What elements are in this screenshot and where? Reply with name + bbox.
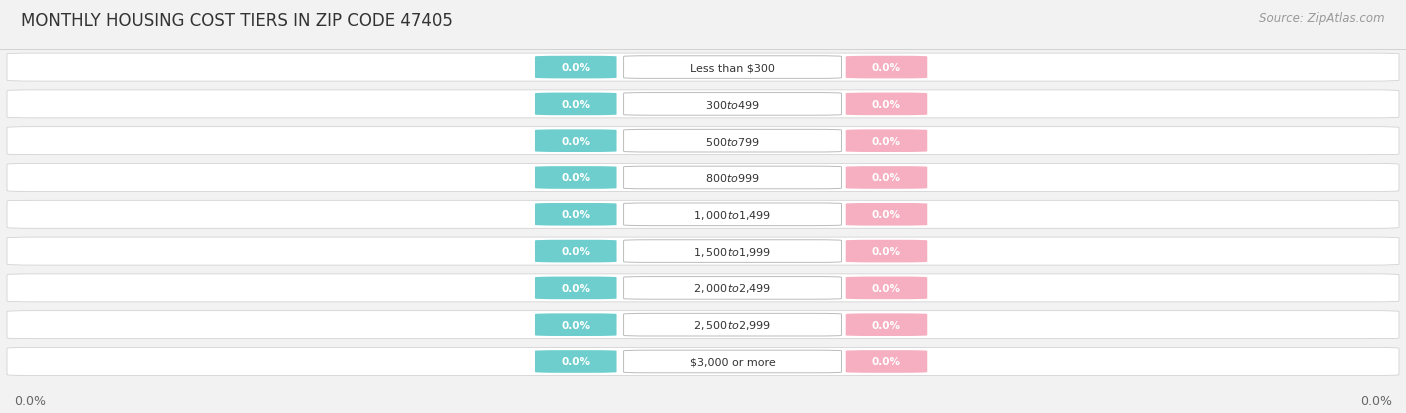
FancyBboxPatch shape [7, 164, 1399, 192]
FancyBboxPatch shape [536, 240, 616, 263]
FancyBboxPatch shape [536, 93, 616, 116]
Text: 0.0%: 0.0% [872, 283, 901, 293]
Text: 0.0%: 0.0% [561, 173, 591, 183]
Text: 0.0%: 0.0% [561, 356, 591, 367]
Text: 0.0%: 0.0% [872, 320, 901, 330]
FancyBboxPatch shape [624, 240, 842, 263]
FancyBboxPatch shape [846, 277, 928, 299]
Text: 0.0%: 0.0% [872, 247, 901, 256]
Text: 0.0%: 0.0% [872, 210, 901, 220]
FancyBboxPatch shape [7, 237, 1399, 266]
FancyBboxPatch shape [536, 350, 616, 373]
Text: $2,500 to $2,999: $2,500 to $2,999 [693, 318, 772, 331]
FancyBboxPatch shape [624, 277, 842, 299]
FancyBboxPatch shape [7, 91, 1399, 119]
Text: 0.0%: 0.0% [1360, 394, 1392, 407]
FancyBboxPatch shape [846, 167, 928, 189]
FancyBboxPatch shape [536, 57, 616, 79]
FancyBboxPatch shape [624, 350, 842, 373]
Text: MONTHLY HOUSING COST TIERS IN ZIP CODE 47405: MONTHLY HOUSING COST TIERS IN ZIP CODE 4… [21, 12, 453, 30]
Text: 0.0%: 0.0% [14, 394, 46, 407]
FancyBboxPatch shape [536, 167, 616, 189]
FancyBboxPatch shape [7, 127, 1399, 155]
FancyBboxPatch shape [846, 130, 928, 153]
Text: 0.0%: 0.0% [872, 136, 901, 146]
Text: $1,500 to $1,999: $1,500 to $1,999 [693, 245, 772, 258]
FancyBboxPatch shape [624, 130, 842, 153]
Text: 0.0%: 0.0% [872, 63, 901, 73]
FancyBboxPatch shape [846, 93, 928, 116]
Text: $300 to $499: $300 to $499 [704, 99, 761, 111]
FancyBboxPatch shape [536, 130, 616, 153]
Text: 0.0%: 0.0% [561, 320, 591, 330]
FancyBboxPatch shape [7, 348, 1399, 375]
FancyBboxPatch shape [846, 57, 928, 79]
Text: Less than $300: Less than $300 [690, 63, 775, 73]
Text: Source: ZipAtlas.com: Source: ZipAtlas.com [1260, 12, 1385, 25]
Text: 0.0%: 0.0% [872, 100, 901, 109]
FancyBboxPatch shape [846, 240, 928, 263]
Text: $1,000 to $1,499: $1,000 to $1,499 [693, 208, 772, 221]
FancyBboxPatch shape [624, 57, 842, 79]
Text: 0.0%: 0.0% [561, 247, 591, 256]
Text: $2,000 to $2,499: $2,000 to $2,499 [693, 282, 772, 294]
Text: 0.0%: 0.0% [872, 356, 901, 367]
FancyBboxPatch shape [7, 274, 1399, 302]
Text: 0.0%: 0.0% [872, 173, 901, 183]
Text: $500 to $799: $500 to $799 [704, 135, 761, 147]
FancyBboxPatch shape [846, 313, 928, 336]
FancyBboxPatch shape [624, 204, 842, 226]
Text: $3,000 or more: $3,000 or more [690, 356, 775, 367]
FancyBboxPatch shape [846, 204, 928, 226]
FancyBboxPatch shape [7, 54, 1399, 82]
Text: 0.0%: 0.0% [561, 63, 591, 73]
FancyBboxPatch shape [7, 201, 1399, 229]
FancyBboxPatch shape [7, 311, 1399, 339]
Text: 0.0%: 0.0% [561, 283, 591, 293]
FancyBboxPatch shape [536, 204, 616, 226]
FancyBboxPatch shape [536, 313, 616, 336]
Text: $800 to $999: $800 to $999 [704, 172, 761, 184]
FancyBboxPatch shape [846, 350, 928, 373]
Text: 0.0%: 0.0% [561, 210, 591, 220]
FancyBboxPatch shape [624, 93, 842, 116]
FancyBboxPatch shape [536, 277, 616, 299]
FancyBboxPatch shape [624, 313, 842, 336]
Text: 0.0%: 0.0% [561, 136, 591, 146]
FancyBboxPatch shape [624, 167, 842, 189]
Text: 0.0%: 0.0% [561, 100, 591, 109]
